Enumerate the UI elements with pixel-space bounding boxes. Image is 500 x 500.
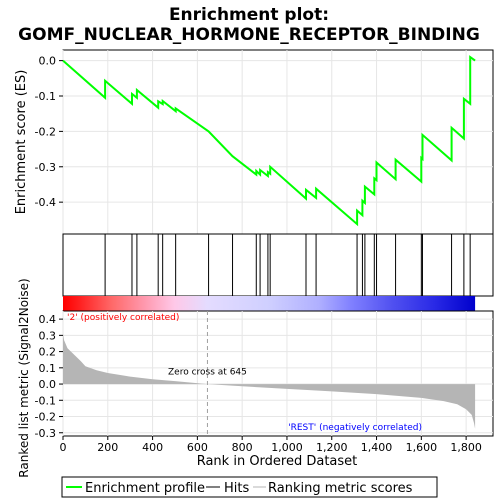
metric-tick-label: 0.0 xyxy=(39,378,57,391)
metric-tick-label: 0.3 xyxy=(39,329,57,342)
ranked-color-bar xyxy=(63,296,476,311)
metric-tick-label: 0.4 xyxy=(39,313,57,326)
legend xyxy=(61,476,438,498)
es-tick-label: -0.1 xyxy=(35,90,56,103)
x-axis-label: Rank in Ordered Dataset xyxy=(197,454,358,469)
hits-group xyxy=(104,234,471,296)
title-line2: GOMF_NUCLEAR_HORMONE_RECEPTOR_BINDING xyxy=(18,25,480,45)
metric-tick-label: 0.1 xyxy=(39,362,57,375)
metric-tick-label: -0.3 xyxy=(35,427,56,440)
enrichment-profile-line xyxy=(62,55,476,227)
ranking-metric-area xyxy=(63,333,476,429)
x-tick-label: 1,200 xyxy=(316,441,348,454)
es-panel xyxy=(62,49,494,235)
legend-metric-label: Ranking metric scores xyxy=(268,481,413,496)
metric-grid xyxy=(62,311,493,436)
x-tick-label: 400 xyxy=(142,441,163,454)
metric-y-axis-label: Ranked list metric (Signal2Noise) xyxy=(17,278,31,477)
metric-tick-label: -0.1 xyxy=(35,394,56,407)
positive-correlation-label: '2' (positively correlated) xyxy=(67,313,179,323)
x-tick-label: 1,800 xyxy=(450,441,482,454)
x-ticks: 0 200 400 600 800 1,000 1,200 1,400 1,600 1,800 xyxy=(60,436,482,454)
negative-correlation-label: 'REST' (negatively correlated) xyxy=(288,423,422,433)
metric-tick-label: 0.2 xyxy=(39,346,57,359)
x-tick-label: 600 xyxy=(187,441,208,454)
metric-tick-label: -0.2 xyxy=(35,411,56,424)
x-tick-label: 1,400 xyxy=(361,441,393,454)
es-y-axis-label: Enrichment score (ES) xyxy=(14,70,29,215)
es-tick-label: -0.3 xyxy=(35,161,56,174)
title-line1: Enrichment plot: xyxy=(169,5,329,25)
x-tick-label: 1,000 xyxy=(271,441,303,454)
x-tick-label: 0 xyxy=(60,441,67,454)
zero-cross-label: Zero cross at 645 xyxy=(168,367,247,377)
es-tick-label: 0.0 xyxy=(39,55,57,68)
x-tick-label: 200 xyxy=(97,441,118,454)
es-tick-label: -0.4 xyxy=(35,196,56,209)
es-y-ticks: 0.0 -0.1 -0.2 -0.3 -0.4 xyxy=(35,55,63,209)
hits-panel xyxy=(62,233,494,297)
legend-enrichment-label: Enrichment profile xyxy=(85,481,205,496)
x-tick-label: 800 xyxy=(232,441,253,454)
metric-y-ticks: 0.4 0.3 0.2 0.1 0.0 -0.1 -0.2 -0.3 xyxy=(35,313,63,440)
es-tick-label: -0.2 xyxy=(35,125,56,138)
es-grid xyxy=(62,50,493,234)
metric-panel xyxy=(62,310,494,437)
x-tick-label: 1,600 xyxy=(406,441,438,454)
legend-hits-label: Hits xyxy=(224,481,249,496)
